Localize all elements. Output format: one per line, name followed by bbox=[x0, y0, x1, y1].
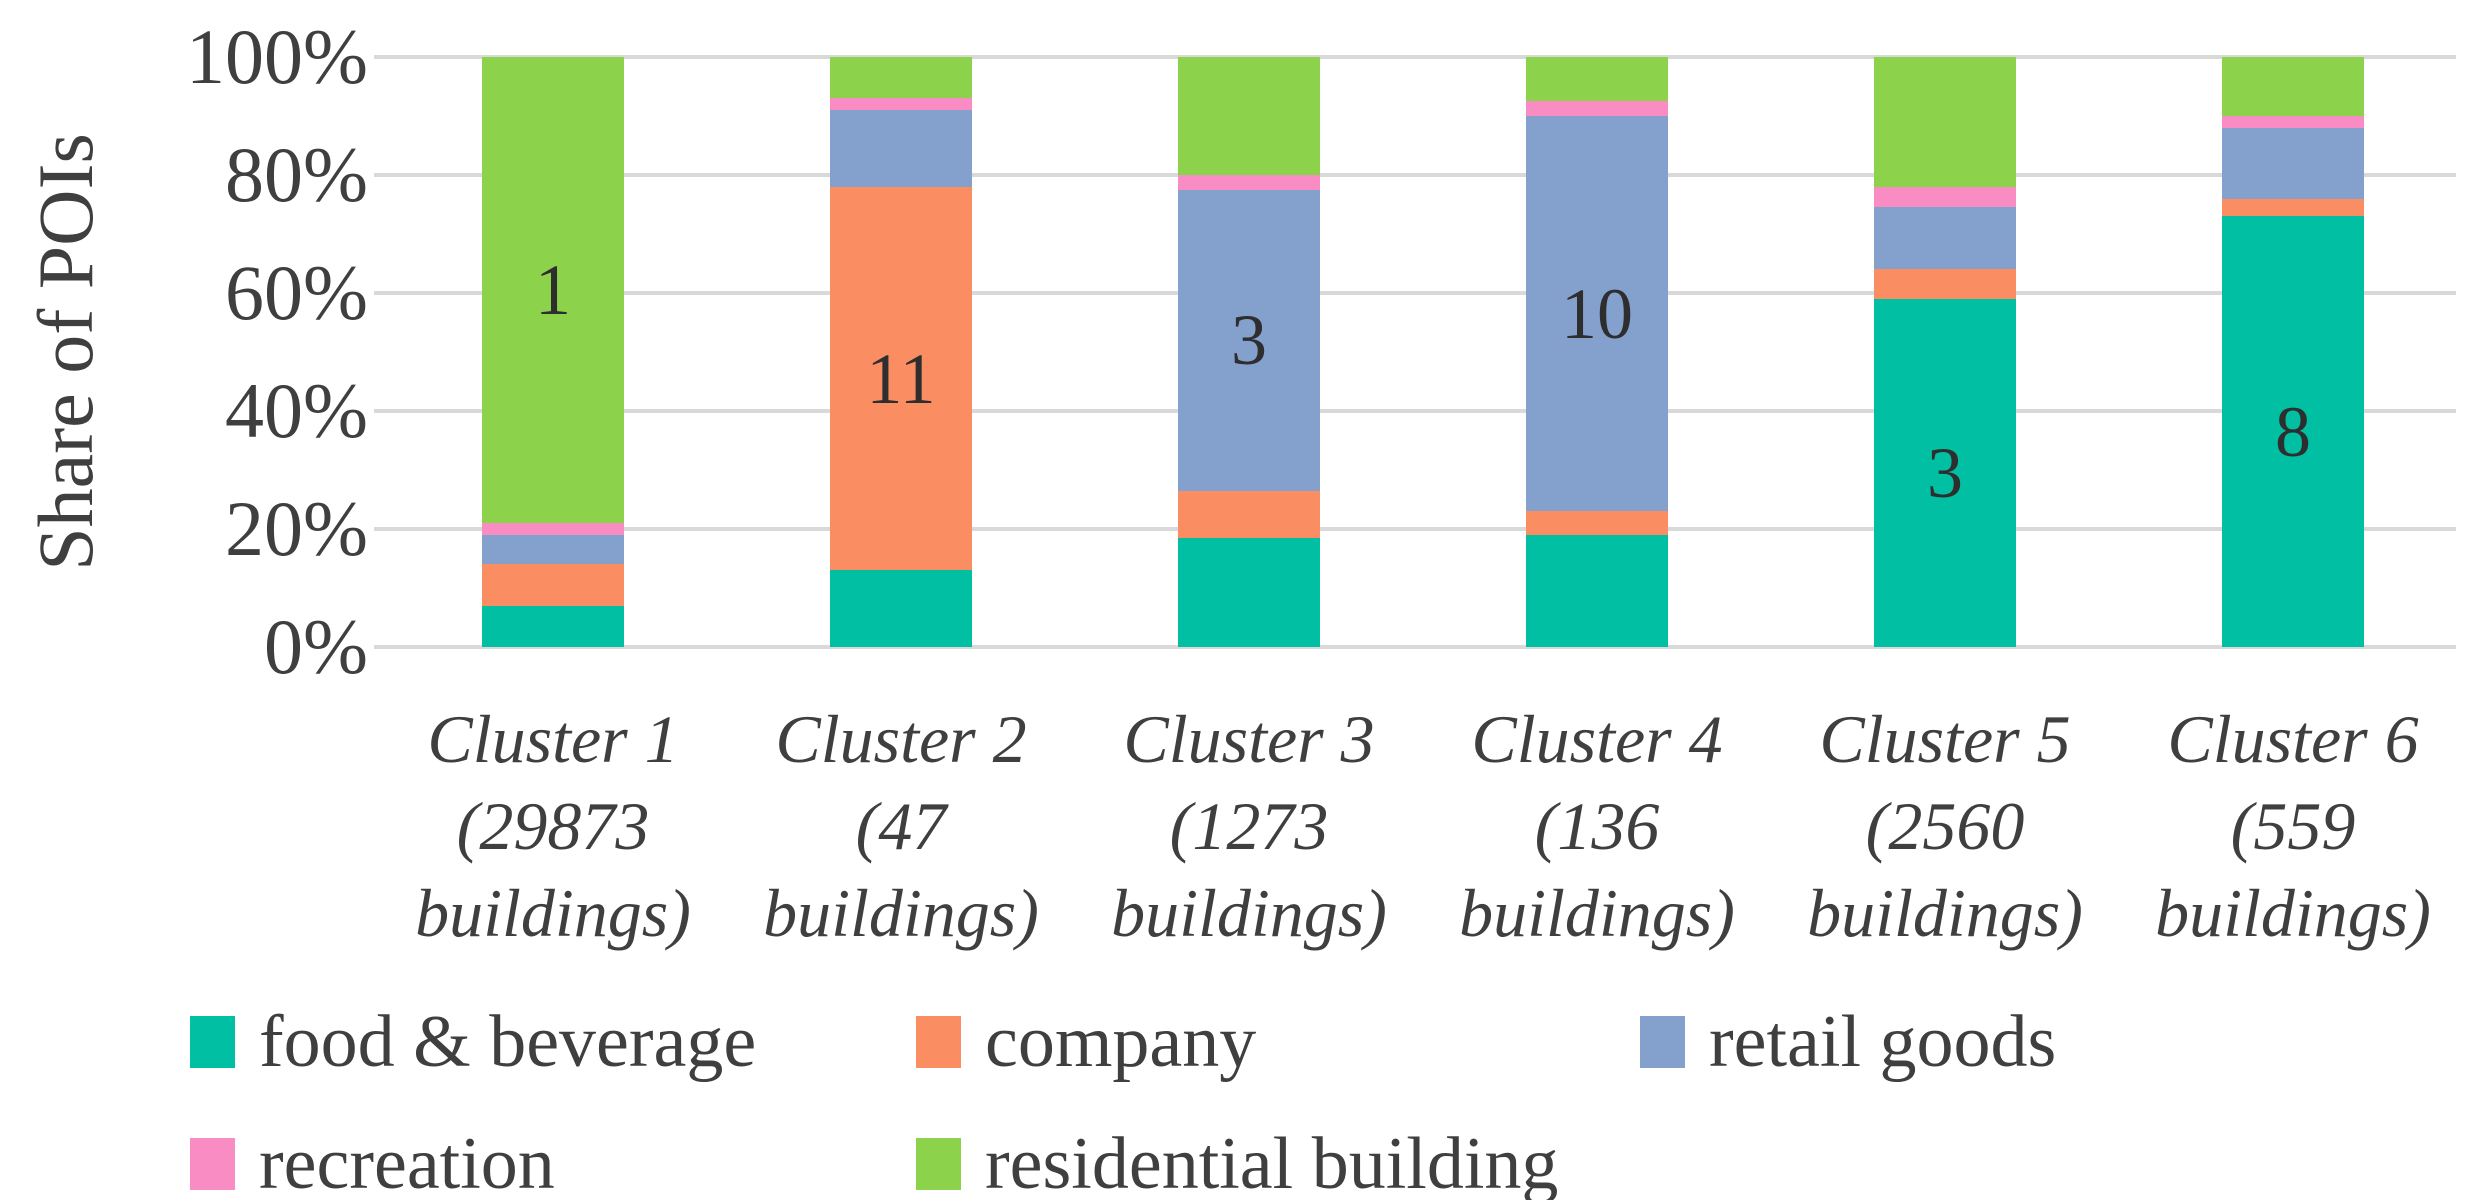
bar-segment-residential-building-cluster-1 bbox=[482, 57, 624, 524]
x-axis-label-cluster-3: Cluster 3 (1273 buildings) bbox=[1076, 696, 1422, 957]
x-axis-label-line: Cluster 2 bbox=[775, 701, 1027, 777]
bar-segment-food-beverage-cluster-6 bbox=[2222, 216, 2364, 647]
x-axis-label-line: (136 bbox=[1534, 788, 1660, 864]
bar-segment-recreation-cluster-5 bbox=[1874, 186, 2016, 208]
bar-value-label-cluster-4: 10 bbox=[1561, 273, 1633, 354]
legend-label: retail goods bbox=[1709, 1001, 2057, 1083]
x-axis-label-line: buildings) bbox=[1111, 875, 1387, 951]
bar-segment-company-cluster-6 bbox=[2222, 198, 2364, 217]
bar-segment-residential-building-cluster-3 bbox=[1178, 57, 1320, 175]
x-axis-label-line: Cluster 1 bbox=[427, 701, 679, 777]
gridline-100 bbox=[374, 55, 2456, 59]
y-tick-label-100: 100% bbox=[186, 13, 368, 100]
bar-segment-food-beverage-cluster-4 bbox=[1526, 534, 1668, 647]
bar-segment-company-cluster-4 bbox=[1526, 511, 1668, 535]
x-axis-label-cluster-1: Cluster 1 (29873 buildings) bbox=[380, 696, 726, 957]
gridline-0 bbox=[374, 645, 2456, 649]
legend-swatch-icon bbox=[190, 1138, 235, 1190]
y-tick-label-40: 40% bbox=[225, 367, 368, 454]
x-axis-label-line: Cluster 3 bbox=[1123, 701, 1375, 777]
bar-value-label-cluster-3: 3 bbox=[1231, 300, 1267, 381]
legend-swatch-icon bbox=[916, 1016, 961, 1068]
bar-segment-residential-building-cluster-6 bbox=[2222, 57, 2364, 116]
x-axis-label-line: Cluster 4 bbox=[1471, 701, 1723, 777]
gridline-20 bbox=[374, 527, 2456, 531]
gridline-80 bbox=[374, 173, 2456, 177]
x-axis-label-line: buildings) bbox=[2155, 875, 2431, 951]
bar-segment-recreation-cluster-2 bbox=[830, 98, 972, 111]
bar-segment-recreation-cluster-4 bbox=[1526, 101, 1668, 116]
bar-segment-recreation-cluster-1 bbox=[482, 523, 624, 535]
legend-label: food & beverage bbox=[259, 1001, 757, 1083]
bar-segment-retail-goods-cluster-3 bbox=[1178, 189, 1320, 491]
bar-segment-food-beverage-cluster-1 bbox=[482, 605, 624, 647]
bar-segment-retail-goods-cluster-4 bbox=[1526, 116, 1668, 512]
x-axis-label-line: (1273 bbox=[1169, 788, 1329, 864]
legend-swatch-icon bbox=[916, 1138, 961, 1190]
x-axis-label-line: buildings) bbox=[1459, 875, 1735, 951]
bar-segment-company-cluster-1 bbox=[482, 564, 624, 606]
bar-segment-company-cluster-3 bbox=[1178, 490, 1320, 538]
bar-value-label-cluster-1: 1 bbox=[535, 250, 571, 331]
bar-segment-residential-building-cluster-4 bbox=[1526, 57, 1668, 102]
x-axis-label-cluster-5: Cluster 5 (2560 buildings) bbox=[1772, 696, 2118, 957]
bar-segment-retail-goods-cluster-1 bbox=[482, 534, 624, 565]
bar-segment-residential-building-cluster-2 bbox=[830, 57, 972, 99]
legend-item-food-beverage: food & beverage bbox=[190, 994, 756, 1090]
bar-segment-food-beverage-cluster-5 bbox=[1874, 298, 2016, 647]
bar-segment-retail-goods-cluster-6 bbox=[2222, 127, 2364, 199]
legend-item-residential-building: residential building bbox=[916, 1116, 1558, 1200]
x-axis-label-line: (559 bbox=[2230, 788, 2356, 864]
x-axis-label-line: Cluster 5 bbox=[1819, 701, 2071, 777]
bar-segment-company-cluster-5 bbox=[1874, 269, 2016, 299]
legend-swatch-icon bbox=[1640, 1016, 1685, 1068]
bar-segment-recreation-cluster-3 bbox=[1178, 175, 1320, 190]
legend-item-retail-goods: retail goods bbox=[1640, 994, 2056, 1090]
legend-label: recreation bbox=[259, 1123, 555, 1200]
bar-segment-retail-goods-cluster-5 bbox=[1874, 207, 2016, 270]
legend-item-recreation: recreation bbox=[190, 1116, 555, 1200]
y-tick-label-80: 80% bbox=[225, 131, 368, 218]
x-axis-label-line: buildings) bbox=[415, 875, 691, 951]
bar-value-label-cluster-6: 8 bbox=[2275, 391, 2311, 472]
y-tick-label-20: 20% bbox=[225, 485, 368, 572]
bar-value-label-cluster-5: 3 bbox=[1927, 432, 1963, 513]
bar-segment-residential-building-cluster-5 bbox=[1874, 57, 2016, 187]
x-axis-label-line: (2560 bbox=[1865, 788, 2025, 864]
y-tick-label-0: 0% bbox=[264, 603, 368, 690]
legend-item-company: company bbox=[916, 994, 1256, 1090]
x-axis-label-line: (29873 bbox=[456, 788, 650, 864]
x-axis-label-cluster-6: Cluster 6 (559 buildings) bbox=[2120, 696, 2466, 957]
legend-label: company bbox=[985, 1001, 1257, 1083]
bar-segment-food-beverage-cluster-3 bbox=[1178, 537, 1320, 647]
legend-label: residential building bbox=[985, 1123, 1559, 1200]
bar-segment-recreation-cluster-6 bbox=[2222, 116, 2364, 128]
x-axis-label-line: buildings) bbox=[1807, 875, 2083, 951]
gridline-40 bbox=[374, 409, 2456, 413]
x-axis-label-cluster-4: Cluster 4 (136 buildings) bbox=[1424, 696, 1770, 957]
bar-segment-retail-goods-cluster-2 bbox=[830, 110, 972, 187]
x-axis-label-line: (47 bbox=[855, 788, 947, 864]
x-axis-label-cluster-2: Cluster 2 (47 buildings) bbox=[728, 696, 1074, 957]
x-axis-label-line: buildings) bbox=[763, 875, 1039, 951]
gridline-60 bbox=[374, 291, 2456, 295]
y-tick-label-60: 60% bbox=[225, 249, 368, 336]
bar-value-label-cluster-2: 11 bbox=[866, 338, 936, 419]
bar-segment-company-cluster-2 bbox=[830, 186, 972, 571]
x-axis-label-line: Cluster 6 bbox=[2167, 701, 2419, 777]
bar-segment-food-beverage-cluster-2 bbox=[830, 570, 972, 647]
legend-swatch-icon bbox=[190, 1016, 235, 1068]
